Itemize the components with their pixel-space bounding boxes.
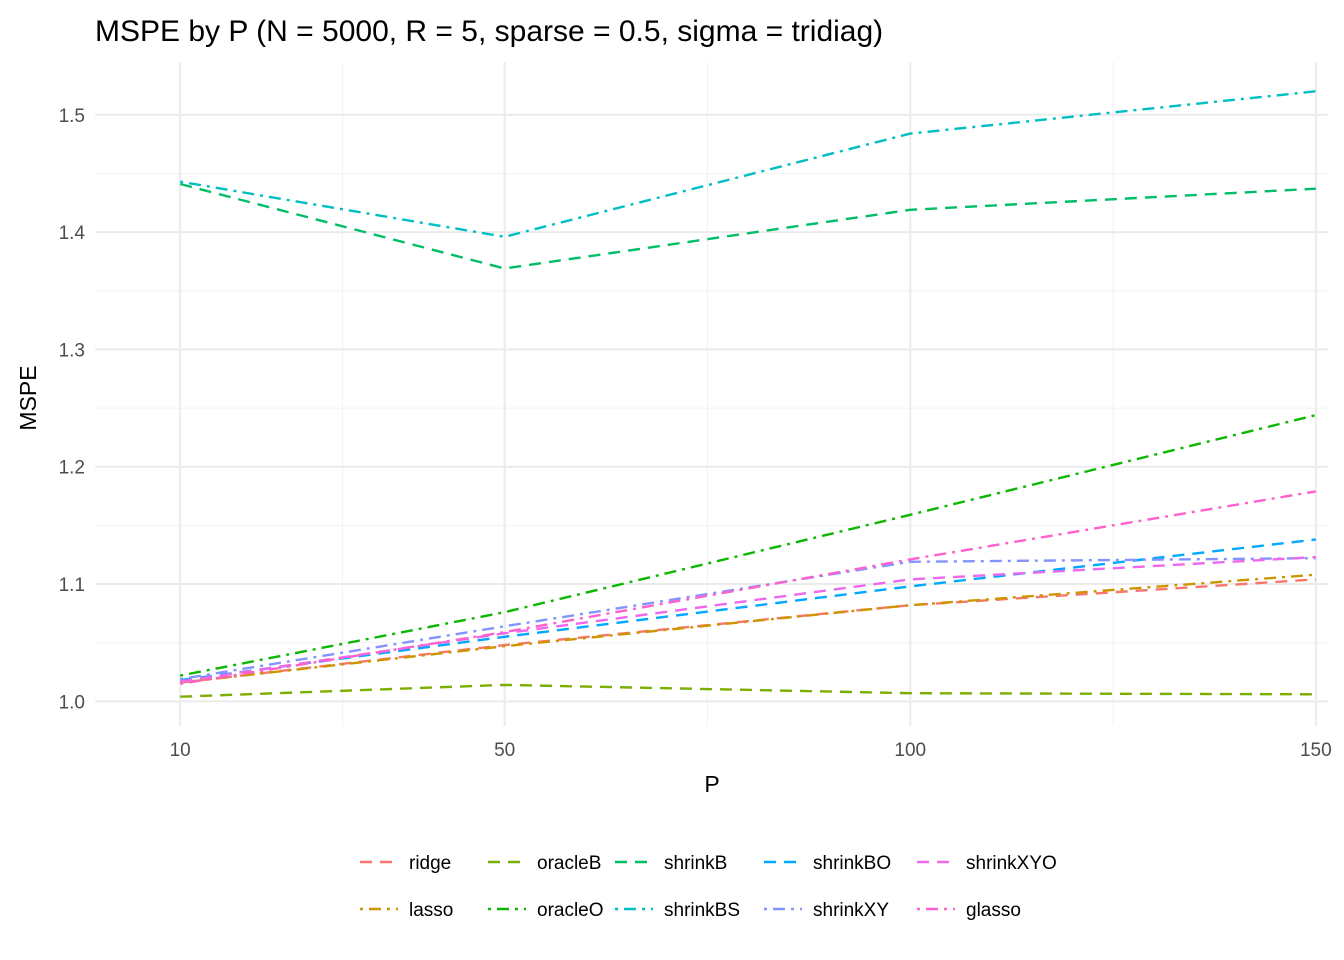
plot-grid (95, 62, 1328, 726)
chart-title: MSPE by P (N = 5000, R = 5, sparse = 0.5… (95, 15, 883, 48)
series-line-oracleO (179, 413, 1317, 677)
legend-label-shrinkBO: shrinkBO (813, 853, 891, 874)
y-tick-label: 1.4 (59, 223, 86, 244)
y-axis-ticks: 1.0 1.1 1.2 1.3 1.4 1.5 (59, 106, 86, 714)
series-line-ridge (180, 578, 1316, 684)
legend: ridge lasso oracleB oracleO shrinkB shrinkBS s… (360, 853, 1057, 921)
x-axis-title: P (704, 771, 719, 797)
y-tick-label: 1.5 (59, 106, 85, 127)
legend-label-shrinkXYO: shrinkXYO (966, 853, 1057, 874)
series-line-oracleB (180, 683, 1316, 698)
x-tick-label: 100 (894, 740, 926, 761)
legend-label-shrinkXY: shrinkXY (813, 900, 889, 921)
legend-label-lasso: lasso (409, 900, 453, 921)
x-tick-label: 10 (170, 740, 191, 761)
y-tick-label: 1.0 (59, 692, 85, 713)
series-line-shrinkBS (179, 90, 1316, 239)
legend-label-shrinkB: shrinkB (664, 853, 727, 874)
series-line-shrinkXY (180, 557, 1316, 681)
series-line-shrinkB (179, 182, 1316, 270)
y-tick-label: 1.1 (59, 575, 85, 596)
legend-label-glasso: glasso (966, 900, 1021, 921)
legend-label-oracleB: oracleB (537, 853, 601, 874)
series-line-glasso (180, 490, 1316, 685)
y-tick-label: 1.2 (59, 458, 85, 479)
legend-label-oracleO: oracleO (537, 900, 604, 921)
x-tick-label: 150 (1300, 740, 1332, 761)
plot-series (179, 90, 1317, 698)
y-tick-label: 1.3 (59, 340, 85, 361)
legend-label-ridge: ridge (409, 853, 451, 874)
x-axis-ticks: 10 50 100 150 (170, 740, 1332, 761)
series-line-lasso (180, 573, 1316, 684)
x-tick-label: 50 (494, 740, 515, 761)
y-axis-title: MSPE (15, 365, 41, 430)
legend-label-shrinkBS: shrinkBS (664, 900, 740, 921)
